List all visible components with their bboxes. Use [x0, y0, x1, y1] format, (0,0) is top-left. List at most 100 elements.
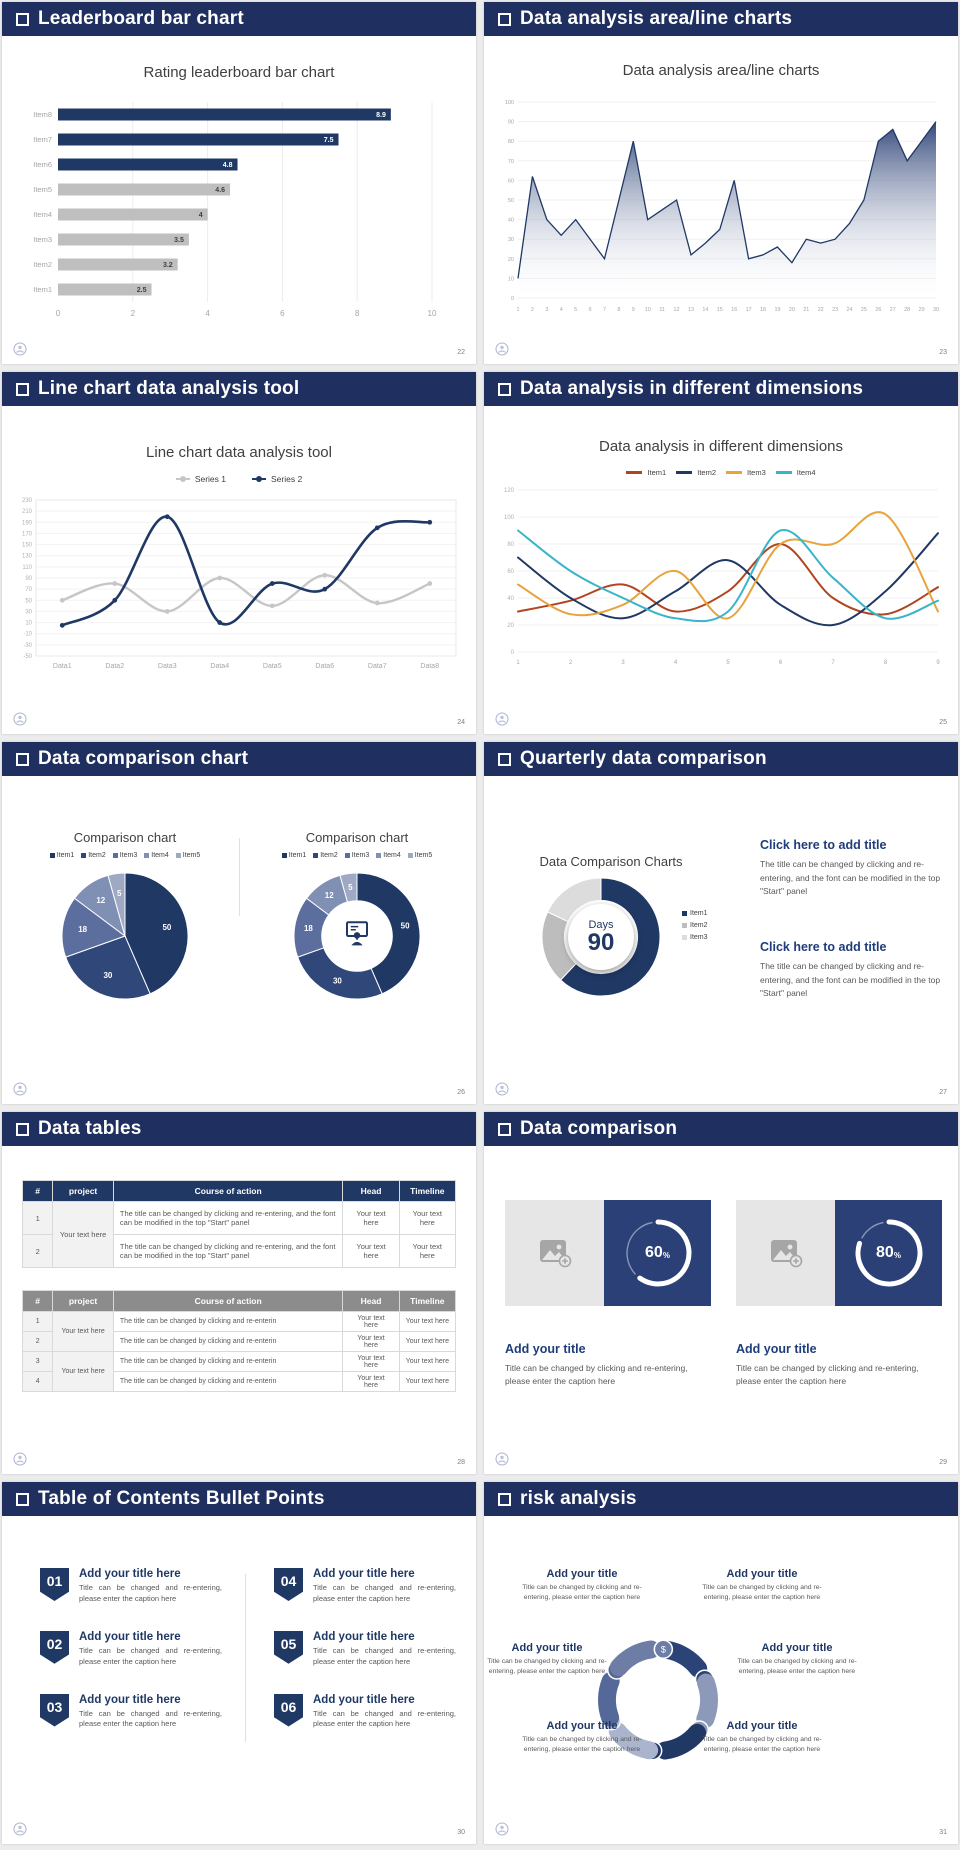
table-row: 1 Your text here The title can be change…	[21, 1311, 457, 1352]
legend-item2: Item2	[682, 922, 708, 929]
toc-item[interactable]: 01 Add your title here Title can be change…	[40, 1568, 222, 1605]
svg-text:170: 170	[22, 531, 33, 537]
square-bullet-icon	[498, 12, 511, 26]
school-logo-icon	[13, 1452, 27, 1466]
slide-data-tables[interactable]: Data tables # project Course of action Head…	[2, 1112, 476, 1474]
series2-marker-icon	[252, 475, 266, 482]
days-donut-chart	[540, 876, 662, 998]
slide-header: Quarterly data comparison	[484, 742, 958, 776]
toc-item[interactable]: 03 Add your title here Title can be change…	[40, 1693, 222, 1731]
item4-line-icon	[775, 471, 792, 474]
card-caption: Title can be changed by clicking and re-…	[505, 1363, 688, 1387]
slide-header-title: Data comparison	[520, 1118, 678, 1139]
risk-title: Add your title	[761, 1642, 833, 1654]
toc-item[interactable]: 04 Add your title here Title can be change…	[274, 1568, 456, 1605]
slide-table-of-contents[interactable]: Table of Contents Bullet Points 01 Add yo…	[2, 1482, 476, 1844]
toc-item[interactable]: 02 Add your title here Title can be change…	[40, 1630, 222, 1668]
chart-legend: Item1 Item2 Item3 Item4 Item5	[10, 852, 240, 859]
page-number: 26	[457, 1089, 465, 1096]
svg-text:Data6: Data6	[315, 663, 334, 670]
slide-data-comparison-chart[interactable]: Data comparison chart Comparison chart I…	[2, 742, 476, 1104]
block-body: The title can be changed by clicking and…	[760, 961, 941, 999]
svg-text:4: 4	[674, 660, 678, 666]
risk-title: Add your title	[511, 1642, 583, 1654]
slide-area-line-charts[interactable]: Data analysis area/line charts Data anal…	[484, 2, 958, 364]
slide-header-title: Table of Contents Bullet Points	[38, 1488, 325, 1509]
svg-text:10: 10	[508, 276, 514, 282]
legend-item1: Item1	[626, 468, 666, 477]
square-bullet-icon	[16, 382, 29, 396]
svg-text:80: 80	[508, 139, 514, 145]
svg-text:9: 9	[632, 307, 635, 313]
svg-text:4: 4	[199, 212, 203, 219]
number-badge: 04	[274, 1568, 303, 1601]
svg-text:18: 18	[760, 307, 766, 313]
svg-text:5: 5	[726, 660, 730, 666]
svg-text:50: 50	[508, 198, 514, 204]
svg-text:9: 9	[936, 660, 940, 666]
slide-quarterly-data-comparison[interactable]: Quarterly data comparison Data Compariso…	[484, 742, 958, 1104]
toc-item[interactable]: 06 Add your title here Title can be change…	[274, 1693, 456, 1731]
panel-divider	[239, 838, 240, 916]
slide-header: Line chart data analysis tool	[2, 372, 476, 406]
svg-text:Data4: Data4	[210, 663, 229, 670]
risk-title: Add your title	[726, 1568, 798, 1580]
svg-text:16: 16	[731, 307, 737, 313]
risk-caption: Title can be changed by clicking and re-…	[702, 1736, 822, 1754]
item3-line-icon	[726, 471, 742, 474]
table-row: 4 The title can be changed by clicking a…	[21, 1371, 457, 1392]
risk-caption: Title can be changed by clicking and re-…	[487, 1658, 607, 1676]
svg-text:13: 13	[688, 307, 694, 313]
svg-text:4: 4	[560, 307, 563, 313]
svg-text:4.8: 4.8	[223, 162, 233, 169]
svg-text:Item5: Item5	[33, 185, 52, 194]
svg-text:230: 230	[22, 498, 33, 504]
svg-text:2: 2	[131, 309, 136, 318]
risk-block: Add your title Title can be changed by cl…	[692, 1720, 832, 1755]
svg-text:190: 190	[22, 520, 33, 526]
table-row: 2 The title can be changed by clicking a…	[21, 1234, 457, 1268]
slide-header-title: Data analysis in different dimensions	[520, 378, 864, 399]
svg-text:10: 10	[645, 307, 651, 313]
svg-text:8: 8	[884, 660, 888, 666]
svg-text:Data5: Data5	[263, 663, 282, 670]
area-chart: 0 10 20 30 40 50 60 70 80 90 100 1 2 3 4 5 6 7 8 9 10 11 12 13 1…	[492, 86, 944, 316]
svg-text:60: 60	[507, 569, 514, 575]
line-chart: 230 210 190 170 150 130 110 90 70 50 30 10 -10 -30 -50…	[8, 494, 466, 672]
svg-text:Data3: Data3	[158, 663, 177, 670]
toc-caption: Title can be changed and re-entering, pl…	[79, 1583, 222, 1603]
slide-data-comparison-cards[interactable]: Data comparison 60% Add your title Title…	[484, 1112, 958, 1474]
svg-text:21: 21	[803, 307, 809, 313]
svg-text:7.5: 7.5	[324, 137, 334, 144]
slide-dimensions-line-chart[interactable]: Data analysis in different dimensions Da…	[484, 372, 958, 734]
svg-text:30: 30	[25, 609, 32, 615]
svg-text:5: 5	[574, 307, 577, 313]
slide-risk-analysis[interactable]: risk analysis ⛁ ☻ ◔ ⌂ ☻ $ Add your title Title…	[484, 1482, 958, 1844]
table-row: 1 Your text here The title can be change…	[21, 1201, 457, 1268]
block-title: Click here to add title	[760, 940, 887, 954]
card-caption: Title can be changed by clicking and re-…	[736, 1363, 919, 1387]
toc-title: Add your title here	[313, 1630, 415, 1643]
risk-title: Add your title	[546, 1568, 618, 1580]
add-image-icon	[539, 1240, 571, 1268]
svg-text:18: 18	[304, 924, 313, 933]
svg-text:8.9: 8.9	[376, 112, 386, 119]
svg-text:Data8: Data8	[420, 663, 439, 670]
legend-item1: Item1	[281, 852, 306, 859]
svg-text:2: 2	[531, 307, 534, 313]
svg-text:40: 40	[508, 218, 514, 224]
school-logo-icon	[495, 1452, 509, 1466]
svg-text:8: 8	[617, 307, 620, 313]
chart-legend: Item1 Item2 Item3 Item4 Item5	[242, 852, 472, 859]
slide-line-chart-tool[interactable]: Line chart data analysis tool Line chart…	[2, 372, 476, 734]
slide-header: Data analysis in different dimensions	[484, 372, 958, 406]
toc-item[interactable]: 05 Add your title here Title can be change…	[274, 1630, 456, 1668]
svg-text:130: 130	[22, 554, 33, 560]
slide-header-title: Data comparison chart	[38, 748, 249, 769]
toc-caption: Title can be changed and re-entering, pl…	[313, 1708, 456, 1729]
slide-header-title: risk analysis	[520, 1488, 637, 1509]
slide-leaderboard-bar-chart[interactable]: Leaderboard bar chart Rating leaderboard…	[2, 2, 476, 364]
risk-caption: Title can be changed by clicking and re-…	[737, 1658, 857, 1676]
legend-item3: Item3	[112, 852, 137, 859]
